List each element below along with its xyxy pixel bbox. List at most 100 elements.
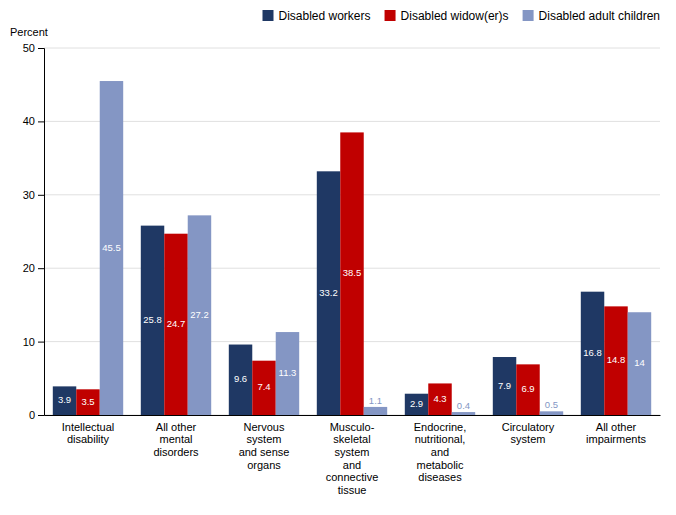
x-tick-label-line: Circulatory — [502, 421, 555, 433]
x-tick: Endocrine,nutritional,andmetabolicdiseas… — [414, 421, 467, 484]
bar — [53, 386, 76, 415]
data-label: 3.9 — [58, 394, 71, 405]
x-tick-label: All otherimpairments — [586, 421, 646, 446]
series — [76, 132, 627, 415]
bar — [229, 345, 252, 415]
y-tick-mark — [38, 195, 44, 196]
grid-line — [44, 48, 660, 49]
data-label: 0.4 — [457, 400, 470, 411]
data-label: 33.2 — [319, 287, 338, 298]
legend-label: Disabled workers — [279, 9, 371, 23]
x-tick: Nervoussystemand senseorgans — [239, 421, 290, 471]
y-tick-mark — [38, 48, 44, 49]
legend-swatch — [385, 10, 396, 21]
x-axis: IntellectualdisabilityAll othermentaldis… — [45, 416, 661, 497]
data-label: 6.9 — [521, 383, 534, 394]
data-label: 0.5 — [545, 399, 558, 410]
y-tick-mark — [38, 121, 44, 122]
bar — [76, 389, 99, 415]
x-tick-label-line: mental — [159, 433, 192, 445]
bar — [164, 234, 187, 415]
series — [100, 81, 651, 415]
data-label: 45.5 — [102, 242, 121, 253]
y-tick-mark — [38, 268, 44, 269]
x-tick-label-line: disability — [67, 433, 110, 445]
y-tick-label: 0 — [29, 409, 35, 421]
y-tick: 20 — [23, 262, 44, 274]
data-label: 11.3 — [279, 367, 297, 378]
legend-swatch — [263, 10, 274, 21]
bar — [581, 292, 604, 415]
bar — [340, 132, 363, 415]
bar — [516, 364, 539, 415]
bar — [100, 81, 123, 415]
bars — [53, 81, 651, 415]
data-label: 24.7 — [167, 318, 186, 329]
x-tick-label-line: All other — [156, 421, 197, 433]
bar — [540, 411, 563, 415]
data-label: 14.8 — [607, 354, 626, 365]
bar — [428, 383, 451, 415]
x-tick-label-line: and — [431, 446, 449, 458]
y-tick: 50 — [23, 42, 44, 54]
bar — [628, 312, 651, 415]
x-tick-label-line: system — [335, 446, 370, 458]
x-tick-label-line: system — [247, 433, 282, 445]
bar — [364, 407, 387, 415]
bar — [317, 171, 340, 415]
legend-label: Disabled widow(er)s — [401, 9, 509, 23]
x-tick-label-line: and — [343, 459, 361, 471]
x-tick-label-line: system — [511, 433, 546, 445]
x-tick: Intellectualdisability — [62, 421, 115, 446]
bar — [405, 394, 428, 415]
y-tick-label: 40 — [23, 115, 35, 127]
x-tick-label-line: disorders — [153, 446, 199, 458]
x-tick-label-line: metabolic — [416, 459, 464, 471]
y-tick: 10 — [23, 336, 44, 348]
data-label: 7.4 — [257, 381, 270, 392]
y-tick: 30 — [23, 189, 44, 201]
legend: Disabled workers Disabled widow(er)s Disab… — [263, 9, 661, 23]
y-tick-label: 30 — [23, 189, 35, 201]
x-tick: All othermentaldisorders — [153, 421, 199, 458]
data-label: 9.6 — [234, 373, 247, 384]
x-tick-label-line: Nervous — [244, 421, 285, 433]
x-tick-label-line: Musculo- — [330, 421, 375, 433]
data-label: 4.3 — [433, 393, 446, 404]
bar — [276, 332, 299, 415]
data-label: 25.8 — [143, 314, 162, 325]
y-tick-mark — [38, 342, 44, 343]
x-tick-label: Musculo-skeletalsystemandconnectivetissu… — [326, 421, 379, 496]
x-tick: All otherimpairments — [586, 421, 646, 446]
bar — [188, 215, 211, 415]
x-tick-label-line: connective — [326, 471, 379, 483]
plot: 0 10 20 30 40 50 Intellectualdisability All oth… — [23, 42, 661, 496]
x-tick-label: Nervoussystemand senseorgans — [239, 421, 290, 471]
data-label: 16.8 — [583, 347, 602, 358]
data-label: 3.5 — [81, 396, 94, 407]
x-tick: Musculo-skeletalsystemandconnectivetissu… — [326, 421, 379, 496]
y-axis-line — [38, 49, 45, 416]
legend-item: Disabled adult children — [523, 9, 660, 23]
data-label: 14 — [634, 357, 645, 368]
y-tick-mark — [38, 415, 44, 416]
x-tick-label: All othermentaldisorders — [153, 421, 199, 458]
data-label: 27.2 — [190, 309, 209, 320]
y-tick-label: 10 — [23, 336, 35, 348]
series — [53, 171, 604, 415]
x-tick-label-line: nutritional, — [415, 433, 466, 445]
data-label: 2.9 — [410, 398, 423, 409]
data-label: 1.1 — [369, 395, 382, 406]
x-tick: Circulatorysystem — [502, 421, 555, 446]
x-tick-label-line: tissue — [338, 484, 367, 496]
data-labels: 3.925.89.633.22.97.916.83.524.77.438.54.… — [58, 242, 645, 412]
y-tick-label: 20 — [23, 262, 35, 274]
x-tick-label: Circulatorysystem — [502, 421, 555, 446]
chart: 0 10 20 30 40 50 Intellectualdisability All oth… — [0, 0, 676, 515]
legend-item: Disabled workers — [263, 9, 371, 23]
x-tick-label-line: All other — [596, 421, 637, 433]
legend-swatch — [523, 10, 534, 21]
grid-line — [44, 121, 660, 122]
y-tick-label: 50 — [23, 42, 35, 54]
x-axis-line — [45, 415, 661, 416]
